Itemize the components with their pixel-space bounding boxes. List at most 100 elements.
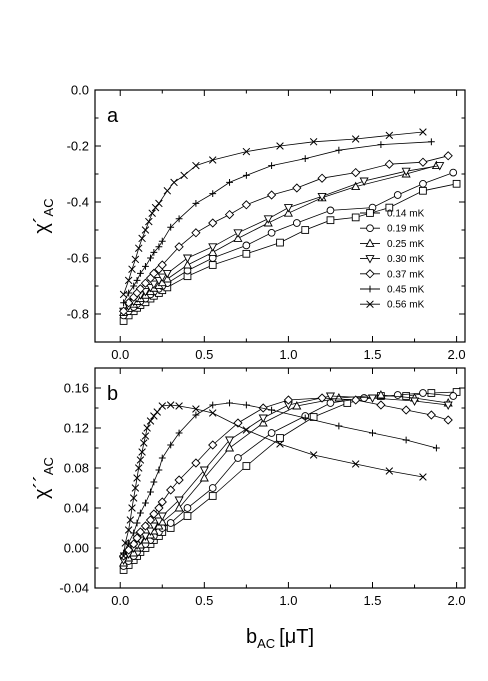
marker-cross (134, 244, 143, 252)
marker-square (242, 249, 251, 258)
marker-cross (170, 178, 178, 187)
x-tick-label: 0.5 (195, 347, 213, 362)
y-tick-label: 0.0 (71, 83, 89, 98)
marker-diamond (443, 151, 453, 161)
y-axis-label-sub: AC (41, 198, 56, 216)
marker-square (366, 209, 374, 217)
y-tick-label: 0.12 (64, 421, 89, 436)
series-0.45-mK (120, 138, 435, 307)
marker-circle (234, 454, 242, 462)
series-line (123, 395, 449, 561)
marker-circle (292, 219, 301, 227)
series-line (123, 392, 454, 567)
marker-triangle-down (367, 394, 378, 403)
marker-cross (131, 484, 140, 492)
marker-triangle-down (258, 414, 268, 423)
panel-b: 0.0 0.5 1.0 1.5 2.0 0.16 0.12 0.08 0.04 0.00 -0.04… (31, 367, 466, 651)
marker-square (208, 492, 217, 500)
marker-triangle-up (365, 238, 375, 247)
marker-diamond (135, 527, 146, 537)
marker-square (276, 238, 284, 247)
marker-cross (208, 156, 217, 164)
marker-triangle-up (283, 208, 293, 217)
marker-plus (137, 270, 144, 277)
marker-diamond (123, 298, 134, 308)
marker-plus (130, 282, 138, 290)
x-axis-label-unit: [μT] (279, 626, 314, 648)
marker-plus (120, 299, 127, 307)
y-axis-label: χ´´AC (31, 457, 56, 499)
marker-plus (301, 414, 309, 422)
marker-cross (175, 402, 183, 410)
series-0.37-mK (118, 151, 453, 316)
marker-plus (167, 441, 175, 449)
series-0.19-mK (119, 389, 458, 570)
marker-circle (267, 429, 276, 437)
marker-circle (208, 484, 217, 492)
marker-diamond (283, 395, 294, 405)
marker-triangle-up (292, 401, 302, 410)
marker-triangle-down (162, 269, 172, 279)
marker-triangle-down (199, 466, 209, 475)
marker-square (326, 216, 335, 225)
marker-plus (301, 155, 309, 162)
marker-diamond (376, 400, 386, 410)
marker-diamond (241, 200, 252, 210)
marker-cross (276, 440, 284, 448)
marker-cross (166, 401, 175, 409)
marker-triangle-down (149, 280, 159, 289)
marker-square (402, 392, 410, 400)
x-tick-label: 1.0 (279, 593, 297, 608)
marker-diamond (145, 515, 156, 525)
marker-plus (226, 179, 233, 186)
marker-diamond (426, 410, 437, 420)
marker-diamond (317, 173, 327, 183)
marker-triangle-down (182, 254, 193, 263)
marker-cross (121, 539, 130, 547)
marker-plus (377, 141, 385, 148)
legend-label: 0.19 mK (387, 224, 425, 235)
marker-cross (126, 516, 135, 524)
marker-cross (309, 451, 318, 459)
marker-plus (125, 539, 133, 547)
series-line (123, 391, 457, 571)
marker-triangle-down (154, 517, 164, 526)
legend-label: 0.25 mK (387, 239, 425, 250)
marker-plus (226, 399, 233, 407)
series-0.30-mK (119, 392, 453, 565)
marker-plus (335, 422, 343, 430)
x-tick-label: 2.0 (448, 593, 466, 608)
x-axis-label: bAC [μT] (246, 626, 314, 651)
marker-circle (393, 191, 402, 199)
marker-diamond (174, 475, 184, 485)
marker-triangle-up (174, 503, 184, 512)
marker-triangle-down (224, 436, 235, 445)
marker-triangle-down (365, 255, 375, 264)
x-tick-label: 0.5 (195, 593, 213, 608)
marker-diamond (418, 157, 428, 167)
marker-triangle-down (157, 512, 167, 521)
marker-cross (133, 474, 141, 482)
series-0.56-mK (119, 128, 427, 299)
marker-circle (166, 519, 175, 527)
marker-cross (366, 300, 374, 308)
marker-diamond (174, 242, 184, 252)
marker-plus (427, 138, 435, 146)
marker-triangle-up (376, 390, 386, 399)
marker-diamond (401, 405, 411, 415)
marker-square (183, 512, 192, 520)
marker-diamond (365, 269, 375, 279)
marker-cross (119, 552, 128, 560)
marker-plus (366, 285, 374, 293)
marker-cross (124, 276, 133, 285)
marker-diamond (224, 209, 235, 220)
marker-square (427, 389, 436, 397)
panel-letter: b (107, 383, 118, 405)
marker-cross (141, 226, 150, 234)
marker-triangle-up (233, 233, 243, 242)
marker-diamond (208, 218, 218, 228)
y-tick-label: -0.04 (59, 581, 89, 596)
marker-plus (158, 454, 166, 462)
marker-diamond (266, 190, 277, 200)
marker-plus (242, 401, 250, 409)
